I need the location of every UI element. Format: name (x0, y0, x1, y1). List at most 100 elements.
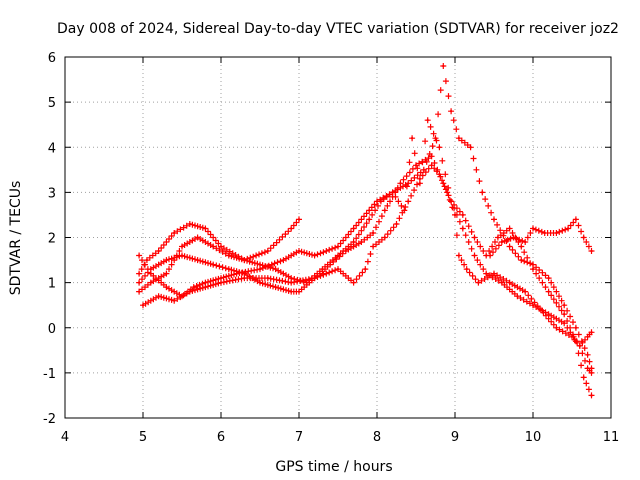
data-series (487, 216, 595, 259)
data-point (204, 227, 207, 230)
data-point (586, 335, 589, 338)
data-point (137, 290, 141, 293)
data-point (266, 249, 269, 253)
data-point (590, 249, 593, 253)
data-point (157, 249, 160, 253)
data-point (368, 209, 371, 212)
data-point (157, 294, 160, 298)
data-point (212, 263, 215, 266)
data-point (395, 222, 398, 226)
data-point (297, 290, 301, 293)
data-point (399, 182, 402, 185)
data-point (582, 236, 585, 239)
data-point (243, 276, 246, 280)
data-point (426, 118, 429, 122)
data-point (563, 313, 566, 316)
data-point (407, 182, 410, 185)
data-point (173, 299, 176, 302)
data-series (140, 162, 595, 349)
data-point (531, 227, 535, 230)
data-point (204, 281, 207, 284)
data-point (219, 245, 223, 248)
data-point (383, 236, 386, 239)
data-point (243, 272, 246, 275)
data-point (165, 258, 168, 262)
data-point (555, 231, 558, 235)
data-point (566, 227, 570, 230)
data-point (165, 272, 168, 275)
data-point (547, 276, 550, 280)
data-point (446, 191, 449, 194)
x-tick-label: 5 (139, 430, 147, 445)
data-point (590, 331, 593, 334)
data-point (442, 182, 445, 185)
x-tick-label: 7 (295, 430, 303, 445)
data-point (469, 146, 472, 149)
data-point (313, 276, 316, 280)
data-point (137, 254, 141, 257)
data-point (219, 276, 223, 280)
data-point (368, 218, 371, 221)
data-point (407, 200, 410, 203)
data-point (227, 254, 230, 257)
data-point (586, 353, 589, 357)
data-point (485, 254, 488, 257)
data-point (422, 168, 425, 172)
data-point (578, 344, 581, 347)
data-point (149, 267, 152, 271)
data-point (266, 276, 269, 280)
x-tick-label: 4 (61, 430, 69, 445)
data-point (582, 376, 585, 379)
data-point (461, 213, 464, 217)
y-tick-label: 4 (48, 141, 56, 156)
data-point (508, 281, 511, 284)
data-point (137, 281, 141, 284)
data-point (410, 137, 414, 140)
data-point (383, 209, 386, 212)
data-point (219, 281, 223, 284)
data-point (414, 164, 418, 167)
data-point (290, 227, 293, 230)
data-point (485, 272, 488, 275)
data-point (274, 285, 277, 289)
data-point (371, 245, 375, 248)
data-point (290, 276, 293, 280)
y-axis-label: SDTVAR / TECUs (8, 181, 24, 296)
data-point (430, 164, 433, 167)
data-point (590, 371, 593, 375)
data-point (352, 227, 355, 230)
data-point (243, 258, 246, 262)
data-point (297, 218, 301, 221)
data-point (473, 236, 476, 239)
y-tick-label: 0 (48, 322, 56, 337)
data-point (196, 258, 199, 262)
data-point (212, 245, 215, 248)
y-tick-label: 2 (48, 232, 56, 247)
data-series (136, 117, 595, 399)
data-point (563, 303, 566, 307)
data-point (512, 236, 515, 239)
data-point (547, 313, 550, 316)
data-point (574, 218, 578, 221)
data-point (336, 267, 340, 271)
data-point (543, 231, 546, 235)
x-tick-label: 8 (373, 430, 381, 445)
x-tick-label: 11 (603, 430, 620, 445)
data-point (442, 64, 445, 68)
y-tick-label: 6 (48, 51, 56, 66)
data-point (379, 200, 383, 203)
data-point (227, 267, 230, 271)
data-point (282, 258, 285, 262)
data-point (188, 290, 191, 293)
data-point (524, 290, 527, 293)
data-point (477, 281, 480, 284)
data-series-markers (136, 153, 595, 376)
data-point (465, 267, 468, 271)
data-series-markers (136, 63, 595, 372)
data-point (531, 267, 535, 271)
data-series (136, 153, 595, 376)
data-point (492, 218, 496, 221)
data-point (457, 137, 461, 140)
data-point (352, 281, 355, 284)
